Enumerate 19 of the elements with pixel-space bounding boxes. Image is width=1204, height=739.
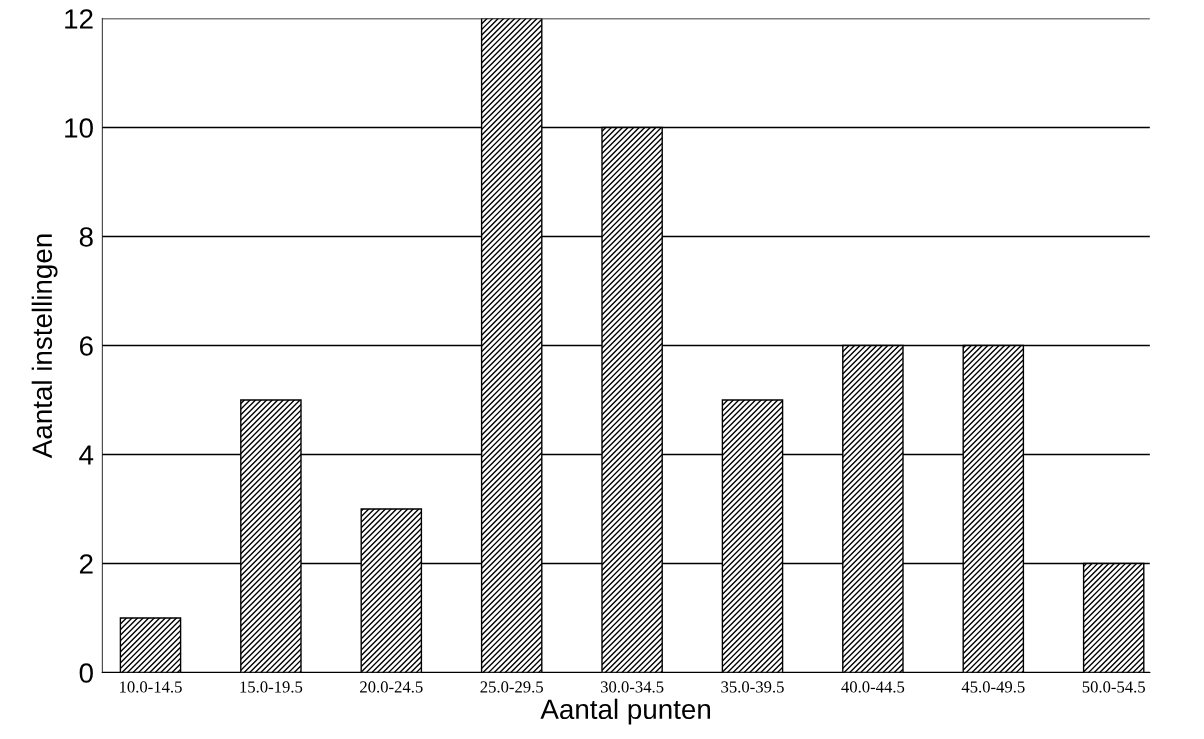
y-tick-label: 8 bbox=[79, 227, 93, 247]
x-tick-label: 45.0-49.5 bbox=[961, 681, 1025, 693]
y-tick-label: 2 bbox=[79, 554, 93, 574]
bar bbox=[119, 617, 182, 673]
y-tick-label: 12 bbox=[65, 9, 93, 29]
y-tick-label: 4 bbox=[79, 445, 94, 465]
x-tick-label: 35.0-39.5 bbox=[721, 681, 784, 693]
y-axis-title: Aantal instellingen bbox=[31, 234, 58, 459]
y-tick-label: 0 bbox=[79, 663, 93, 683]
x-tick-label: 40.0-44.5 bbox=[841, 681, 905, 693]
x-tick-label: 50.0-54.5 bbox=[1082, 681, 1145, 693]
x-tick-label: 15.0-19.5 bbox=[240, 681, 303, 693]
x-tick-label: 25.0-29.5 bbox=[480, 681, 543, 693]
y-tick-label: 6 bbox=[79, 336, 93, 356]
x-tick-label: 10.0-14.5 bbox=[120, 681, 182, 693]
x-tick-label: 30.0-34.5 bbox=[600, 681, 664, 693]
x-axis-title: Aantal punten bbox=[540, 698, 710, 725]
x-tick-label: 20.0-24.5 bbox=[360, 681, 423, 693]
y-tick-label: 10 bbox=[65, 118, 93, 138]
